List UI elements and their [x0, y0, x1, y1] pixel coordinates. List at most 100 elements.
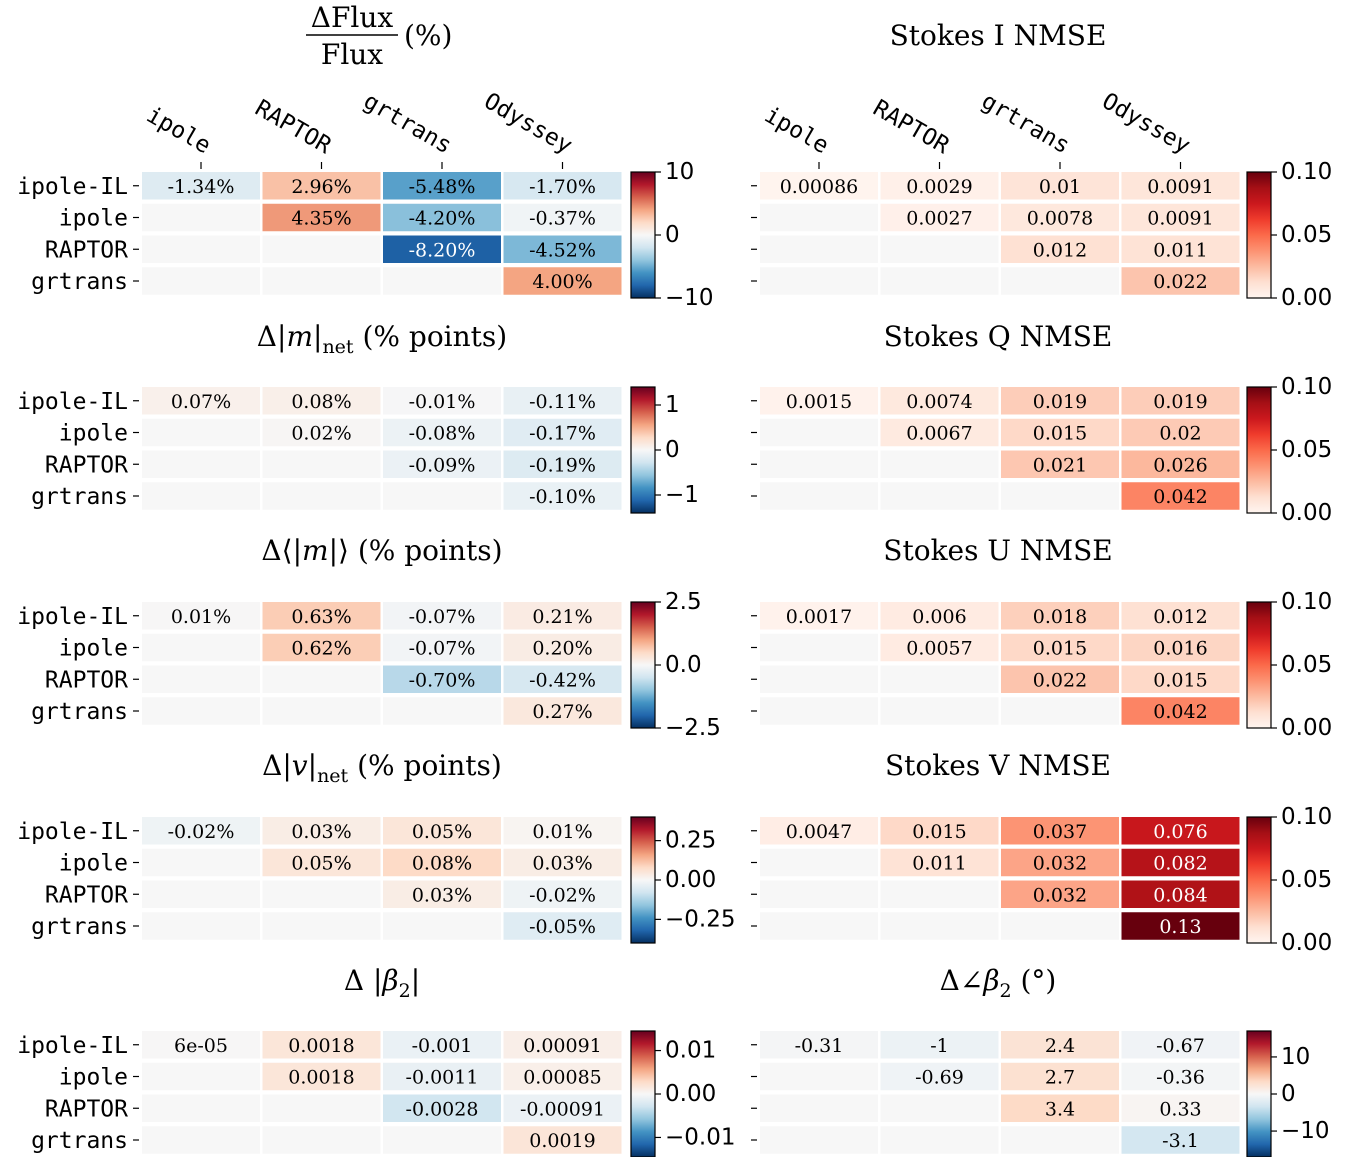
heatmap-cell [142, 697, 260, 725]
heatmap-cell [1121, 665, 1240, 693]
heatmap-cell [880, 1094, 999, 1122]
cell-value-label: 0.032 [1033, 853, 1087, 875]
heatmap-cell [880, 633, 999, 662]
colorbar [1246, 816, 1272, 944]
column-label: ipole [142, 102, 215, 159]
cell-value-label: 0.015 [1153, 669, 1207, 691]
heatmap-cell [503, 880, 622, 908]
cell-value-label: -0.02% [529, 884, 596, 906]
cell-value-label: 0.00086 [780, 176, 859, 198]
cell-value-label: 0.0029 [906, 176, 972, 198]
heatmap-cell [383, 235, 501, 263]
heatmap-cell [880, 387, 999, 415]
heatmap-cell [262, 203, 381, 232]
cell-value-label: -0.70% [409, 669, 476, 691]
heatmap-cell [142, 1062, 260, 1091]
heatmap-cell [1001, 267, 1119, 295]
heatmap-cell [262, 1031, 381, 1059]
column-label: grtrans [359, 88, 456, 159]
heatmap-cell [262, 602, 381, 630]
cell-value-label: 0.0091 [1147, 208, 1213, 230]
cell-value-label: 2.4 [1045, 1035, 1075, 1057]
heatmap-cell [1001, 697, 1119, 725]
colorbar [1246, 1030, 1272, 1157]
heatmap-cell [503, 1126, 622, 1154]
cell-value-label: 0.0057 [906, 638, 972, 660]
row-label: ipole-IL [17, 174, 128, 200]
cell-value-label: 0.012 [1033, 239, 1087, 261]
heatmap-cell [262, 235, 381, 263]
cell-value-label: 0.076 [1153, 821, 1207, 843]
colorbar-tick-label: 0.05 [1281, 437, 1332, 463]
heatmap-cell [760, 172, 878, 200]
heatmap-cell [1001, 1031, 1119, 1059]
heatmap-cell [383, 602, 501, 630]
row-label: grtrans [31, 484, 128, 510]
heatmap-panel-8: Stokes V NMSE 0.0047 0.015 0.037 0.076 0.011 0… [751, 749, 1332, 956]
cell-value-label: 0.05% [412, 821, 472, 843]
heatmap-cell [1121, 880, 1240, 908]
row-label: ipole [59, 206, 128, 232]
colorbar-tick-label: 0 [1281, 1081, 1296, 1107]
heatmap-cell [760, 1094, 878, 1122]
cell-value-label: -0.00091 [520, 1098, 605, 1120]
heatmap-cell [142, 1094, 260, 1122]
heatmap-cell [383, 1126, 501, 1154]
heatmap-cell [503, 267, 622, 295]
heatmap-cell [760, 697, 878, 725]
heatmap-cell [503, 665, 622, 693]
heatmap-cell [1001, 1126, 1119, 1154]
panel-title: Stokes U NMSE [883, 534, 1112, 567]
cell-value-label: 0.0019 [529, 1130, 595, 1152]
heatmap-cell [383, 848, 501, 877]
cell-value-label: 0.0018 [288, 1067, 354, 1089]
heatmap-panel-3: Δ|m|net (% points) ipole-IL ipole RAPTOR grt… [17, 320, 699, 514]
panel-title: Stokes Q NMSE [884, 320, 1113, 353]
cell-value-label: -0.08% [409, 423, 476, 445]
heatmap-cell [760, 235, 878, 263]
heatmap-cell [760, 912, 878, 940]
heatmap-cell [1001, 880, 1119, 908]
colorbar-tick-label: 0.0 [665, 652, 702, 678]
colorbar-tick-label: 0 [665, 222, 680, 248]
panel-title: Δ |β2| [344, 964, 420, 1002]
colorbar-tick-label: 10 [1281, 1044, 1310, 1070]
cell-value-label: 0.037 [1033, 821, 1087, 843]
row-label: ipole-IL [17, 1033, 128, 1059]
cell-value-label: -0.67 [1156, 1035, 1205, 1057]
heatmap-cell [262, 697, 381, 725]
cell-value-label: 3.4 [1045, 1098, 1075, 1120]
cell-value-label: 0.0091 [1147, 176, 1213, 198]
cell-value-label: 0.0067 [906, 423, 972, 445]
cell-value-label: 0.13 [1159, 916, 1201, 938]
heatmap-cell [1121, 450, 1240, 478]
cell-value-label: -0.05% [529, 916, 596, 938]
cell-value-label: -4.52% [529, 239, 596, 261]
heatmap-cell [262, 1126, 381, 1154]
colorbar [1246, 386, 1272, 514]
cell-value-label: -0.37% [529, 208, 596, 230]
cell-value-label: 0.016 [1153, 638, 1207, 660]
heatmap-cell [262, 450, 381, 478]
cell-value-label: -0.0011 [406, 1067, 479, 1089]
row-label: RAPTOR [45, 882, 128, 908]
heatmap-cell [760, 387, 878, 415]
cell-value-label: -0.17% [529, 423, 596, 445]
heatmap-cell [503, 418, 622, 447]
colorbar-tick-label: 0.00 [665, 1081, 716, 1107]
heatmap-cell [383, 203, 501, 232]
heatmap-cell [142, 817, 260, 845]
cell-value-label: 0.62% [291, 638, 351, 660]
cell-value-label: 0.08% [412, 853, 472, 875]
title-denominator: Flux [321, 38, 383, 71]
heatmap-cell [880, 418, 999, 447]
cell-value-label: 0.03% [532, 853, 592, 875]
cell-value-label: 0.019 [1153, 391, 1207, 413]
heatmap-cell [1121, 1062, 1240, 1091]
cell-value-label: -4.20% [409, 208, 476, 230]
heatmap-cell [760, 267, 878, 295]
heatmap-panel-7: Δ|v|net (% points) ipole-IL ipole RAPTOR grt… [17, 749, 735, 944]
colorbar [630, 816, 656, 944]
heatmap-cell [142, 848, 260, 877]
heatmap-cell [1001, 912, 1119, 940]
